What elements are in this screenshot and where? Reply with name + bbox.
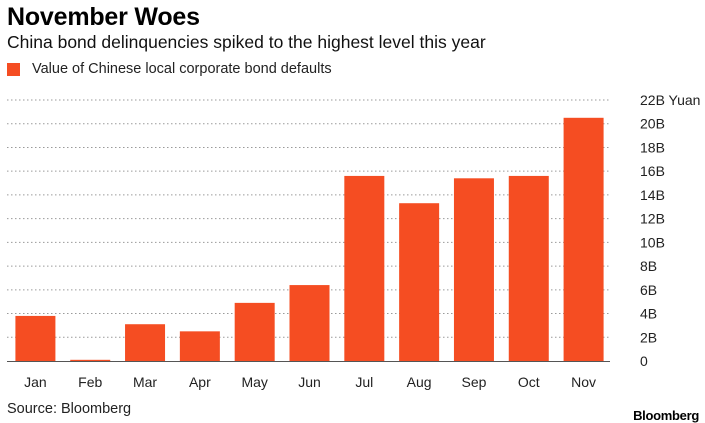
bar-may (234, 302, 275, 361)
bar-nov (563, 117, 604, 361)
x-tick-label: Oct (518, 374, 540, 390)
y-tick-label: 0 (640, 353, 648, 369)
x-tick-label: Sep (461, 374, 486, 390)
x-tick-label: Feb (78, 374, 102, 390)
bar-mar (125, 324, 166, 361)
y-tick-label: 14B (640, 187, 665, 203)
bar-apr (179, 331, 220, 361)
bars (15, 117, 604, 361)
chart-title: November Woes (7, 3, 200, 31)
chart-subtitle: China bond delinquencies spiked to the h… (7, 32, 486, 52)
x-tick-label: Apr (189, 374, 211, 390)
bar-feb (70, 359, 111, 361)
x-tick-label: Nov (571, 374, 596, 390)
x-tick-label: Jul (355, 374, 373, 390)
bar-jan (15, 315, 56, 361)
y-tick-label: 16B (640, 163, 665, 179)
y-tick-label: 20B (640, 116, 665, 132)
y-tick-label: 8B (640, 258, 657, 274)
legend-label: Value of Chinese local corporate bond de… (32, 61, 332, 77)
y-tick-label: 10B (640, 234, 665, 250)
y-tick-label: 22B Yuan (640, 92, 700, 108)
y-tick-label: 18B (640, 139, 665, 155)
source-note: Source: Bloomberg (7, 401, 132, 417)
bar-oct (508, 175, 549, 361)
y-tick-label: 6B (640, 282, 657, 298)
bar-aug (399, 203, 440, 361)
x-tick-label: Jun (298, 374, 321, 390)
x-tick-label: May (241, 374, 267, 390)
y-tick-label: 12B (640, 211, 665, 227)
legend-swatch (7, 62, 20, 76)
x-tick-label: Mar (133, 374, 157, 390)
bar-jun (289, 285, 330, 361)
bar-sep (453, 178, 494, 361)
x-tick-label: Jan (24, 374, 47, 390)
y-tick-label: 4B (640, 306, 657, 322)
legend: Value of Chinese local corporate bond de… (7, 61, 332, 77)
x-tick-label: Aug (407, 374, 432, 390)
bar-jul (344, 175, 385, 361)
axes: 0 2B 4B 6B 8B 10B 12B 14B 16B 18B 20B 22B Yuan Jan Fe… (7, 92, 700, 390)
y-tick-label: 2B (640, 329, 657, 345)
brand-logo: Bloomberg (633, 408, 699, 423)
